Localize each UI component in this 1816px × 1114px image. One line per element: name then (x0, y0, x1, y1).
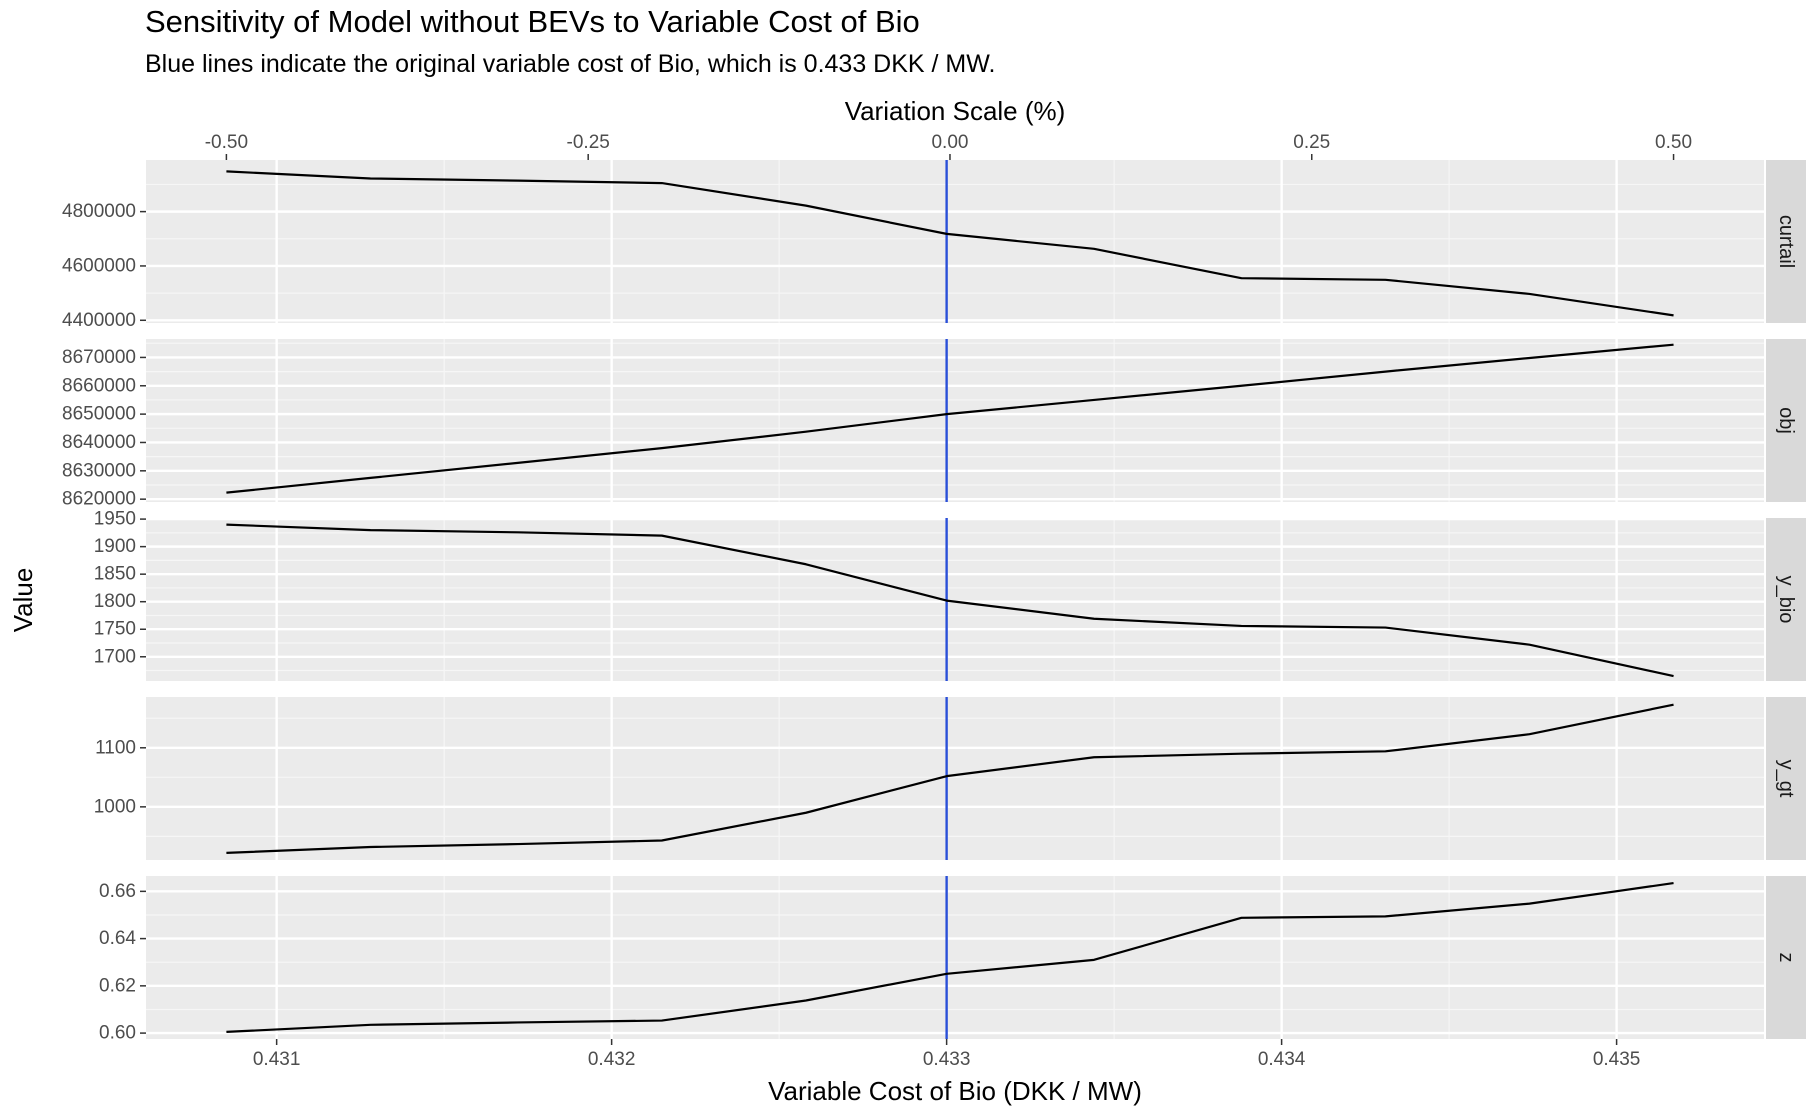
top-tick-label: 0.00 (931, 132, 968, 153)
top-tick-label: 0.25 (1293, 132, 1330, 153)
chart-title: Sensitivity of Model without BEVs to Var… (145, 4, 920, 39)
facet-strip (1766, 876, 1806, 1039)
y-tick-label: 1850 (94, 564, 136, 585)
x-tick-label: 0.432 (588, 1049, 636, 1070)
y-tick-label: 1700 (94, 646, 136, 667)
y-tick-label: 1950 (94, 509, 136, 530)
y-tick-label: 0.62 (99, 975, 136, 996)
y-tick-label: 4800000 (62, 201, 136, 222)
panel-background (146, 339, 1764, 502)
panel-background (146, 697, 1764, 860)
y-tick-label: 1000 (94, 796, 136, 817)
panel-y_gt: y_gt 1000 1100 (94, 697, 1806, 860)
facet-strip (1766, 160, 1806, 323)
series-line-obj (226, 343, 1674, 494)
y-tick-label: 0.64 (99, 928, 136, 949)
facet-strip-label: obj (1775, 407, 1797, 434)
y-tick-label: 8620000 (62, 489, 136, 510)
x-tick-label: 0.431 (253, 1049, 301, 1070)
panel-obj: obj 8620000 8630000 8640000 8650000 8660000 86… (62, 339, 1806, 510)
facet-strip-label: z (1775, 953, 1797, 963)
facet-strip (1766, 697, 1806, 860)
y-tick-label: 8640000 (62, 432, 136, 453)
y-tick-label: 4400000 (62, 310, 136, 331)
y-tick-label: 1800 (94, 591, 136, 612)
x-axis-title: Variable Cost of Bio (DKK / MW) (768, 1076, 1142, 1106)
facet-strip-label: y_gt (1775, 760, 1797, 798)
series-line-y_bio (226, 523, 1674, 678)
facet-strip (1766, 518, 1806, 681)
top-tick-label: 0.50 (1655, 132, 1692, 153)
panels-layer: curtail 4400000 4600000 4800000 obj 8620000 86… (62, 160, 1806, 1044)
x-tick-label: 0.433 (923, 1049, 971, 1070)
top-axis-title: Variation Scale (%) (845, 96, 1066, 126)
facet-strip (1766, 339, 1806, 502)
top-tick-label: -0.50 (205, 132, 248, 153)
y-tick-label: 8660000 (62, 375, 136, 396)
y-tick-label: 8650000 (62, 404, 136, 425)
facet-strip-label: y_bio (1775, 576, 1797, 624)
panel-background (146, 160, 1764, 323)
series-line-y_gt (226, 703, 1674, 855)
y-tick-label: 4600000 (62, 255, 136, 276)
y-tick-label: 1750 (94, 619, 136, 640)
panel-background (146, 876, 1764, 1039)
series-line-z (226, 882, 1674, 1034)
axes-layer: 0.431 0.432 0.433 0.434 0.435 -0.50 -0.25 0.00 0… (205, 132, 1692, 1070)
panel-background (146, 518, 1764, 681)
chart-subtitle: Blue lines indicate the original variabl… (145, 50, 996, 78)
y-tick-label: 0.60 (99, 1023, 136, 1044)
y-tick-label: 1900 (94, 536, 136, 557)
series-line-curtail (226, 170, 1674, 317)
facet-strip-label: curtail (1775, 215, 1797, 268)
top-tick-label: -0.25 (567, 132, 610, 153)
panel-y_bio: y_bio 1700 1750 1800 1850 1900 1950 (94, 509, 1806, 681)
y-axis-title: Value (8, 568, 38, 633)
panel-z: z 0.60 0.62 0.64 0.66 (99, 876, 1806, 1044)
y-tick-label: 1100 (95, 737, 136, 758)
y-tick-label: 0.66 (99, 881, 136, 902)
x-tick-label: 0.435 (1593, 1049, 1641, 1070)
y-tick-label: 8630000 (62, 460, 136, 481)
panel-curtail: curtail 4400000 4600000 4800000 (62, 160, 1806, 331)
y-tick-label: 8670000 (62, 347, 136, 368)
x-tick-label: 0.434 (1258, 1049, 1306, 1070)
